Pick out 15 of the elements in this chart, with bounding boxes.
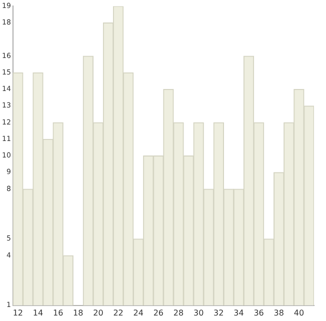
x-tick-label: 28 [173,308,184,318]
x-tick-label: 20 [93,308,104,318]
x-tick-label: 32 [214,308,224,318]
x-tick-label: 40 [294,308,304,318]
x-tick-label: 26 [153,308,164,318]
x-tick-label: 34 [234,308,244,318]
x-tick-label: 38 [274,308,284,318]
x-tick-label: 12 [12,308,24,318]
x-tick-label: 18 [73,308,84,318]
x-tick-label: 24 [133,308,144,318]
x-tick-label: 36 [254,308,264,318]
x-tick-label: 16 [52,308,64,318]
x-tick-label: 22 [113,308,124,318]
x-tick-label: 30 [193,308,204,318]
x-tick-label: 14 [32,308,44,318]
